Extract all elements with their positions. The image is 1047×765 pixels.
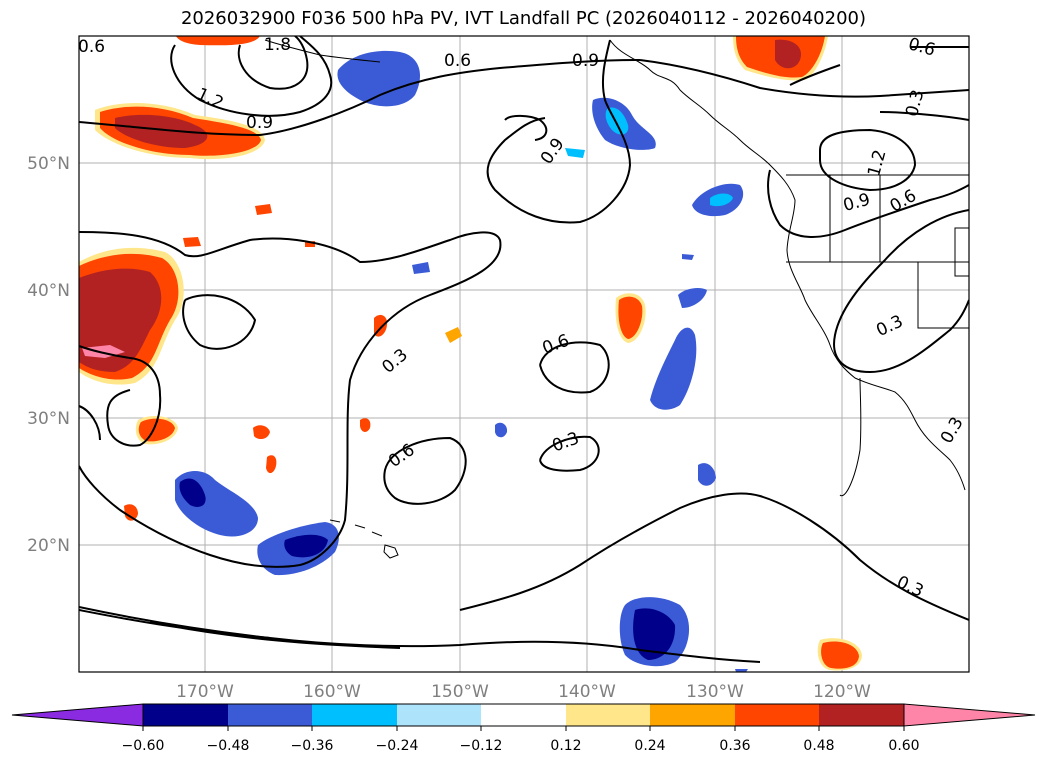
colorbar-extend-low: [11, 703, 144, 727]
colorbar-tick: 0.60: [888, 738, 919, 754]
colorbar-tick: −0.24: [376, 738, 419, 754]
colorbar-tick: −0.48: [207, 738, 250, 754]
contour-label: 0.3: [378, 345, 412, 378]
map-title: 2026032900 F036 500 hPa PV, IVT Landfall…: [180, 8, 867, 29]
lon-label: 150°W: [431, 682, 489, 702]
contour-label: 0.3: [894, 572, 927, 602]
colorbar-tick: −0.60: [122, 738, 165, 754]
lon-label: 120°W: [813, 682, 871, 702]
contour-label: 0.6: [444, 51, 471, 71]
colorbar-segment: [566, 704, 650, 726]
contour-label: 0.3: [937, 414, 968, 447]
coastlines: [264, 39, 969, 559]
contour-label: 1.2: [864, 148, 890, 179]
colorbar-tick: 0.48: [803, 738, 834, 754]
lat-label: 50°N: [27, 154, 70, 174]
lat-label: 40°N: [27, 281, 70, 301]
lon-label: 170°W: [176, 682, 234, 702]
lat-label: 30°N: [27, 409, 70, 429]
lon-label: 130°W: [686, 682, 744, 702]
contour-label: 0.6: [78, 37, 105, 57]
colorbar-extend-high: [903, 703, 1036, 727]
colorbar-segment: [228, 704, 312, 726]
colorbar-tick: −0.36: [291, 738, 334, 754]
lon-label: 160°W: [303, 682, 361, 702]
colorbar-tick: 0.24: [634, 738, 665, 754]
colorbar-segment: [819, 704, 904, 726]
contour-label: 1.8: [264, 35, 291, 55]
lat-label: 20°N: [27, 536, 70, 556]
colorbar-segment: [397, 704, 481, 726]
map-plot-area: 0.6 1.8 1.2 0.9 0.6 0.9 0.9 0.3 1.2 0.9 …: [78, 34, 969, 672]
lon-label: 140°W: [558, 682, 616, 702]
contour-label: 0.6: [906, 34, 937, 60]
colorbar-segment: [312, 704, 397, 726]
pv-patch-alaska: [337, 50, 420, 107]
negative-pv-patches: [175, 50, 748, 672]
colorbar-segment: [143, 704, 228, 726]
colorbar: −0.60 −0.48 −0.36 −0.24 −0.12 0.12 0.24 …: [11, 703, 1036, 754]
colorbar-outline: [142, 703, 905, 727]
coastline-hawaii: [329, 519, 399, 559]
contour-label: 0.9: [246, 113, 273, 133]
pv-contours: [79, 36, 969, 663]
contour-label: 0.6: [540, 331, 572, 359]
axis-labels: 170°W 160°W 150°W 140°W 130°W 120°W 50°N…: [27, 154, 871, 702]
colorbar-tick: 0.36: [719, 738, 750, 754]
colorbar-segment: [735, 704, 819, 726]
contour-label: 0.3: [550, 428, 582, 456]
colorbar-tick: 0.12: [550, 738, 581, 754]
coastline-north-america: [609, 39, 966, 491]
colorbar-tick: −0.12: [460, 738, 503, 754]
positive-pv-patches: [79, 36, 862, 671]
map-frame: [78, 35, 970, 673]
colorbar-segment: [650, 704, 735, 726]
colorbar-segment: [481, 704, 566, 726]
contour-label: 0.9: [841, 190, 872, 216]
contour-label: 0.3: [873, 311, 906, 341]
contour-label: 0.9: [572, 51, 599, 71]
